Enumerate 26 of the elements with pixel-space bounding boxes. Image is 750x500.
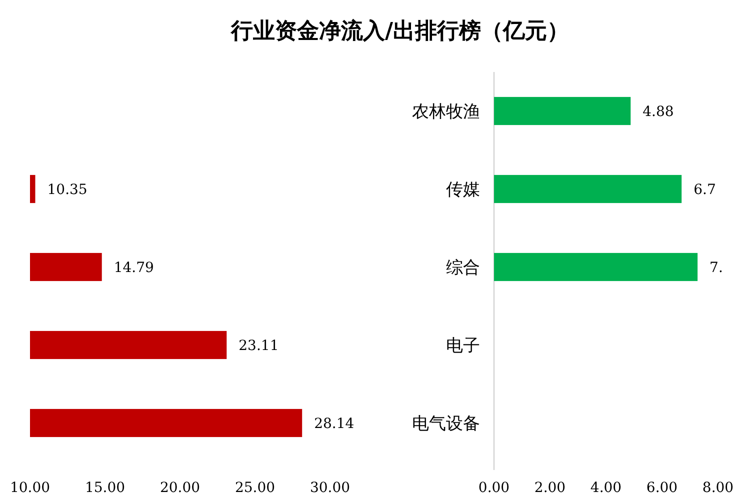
data-label: 23.11 bbox=[238, 338, 279, 354]
x-tick-label: 8.00 bbox=[702, 480, 734, 496]
bar bbox=[494, 252, 698, 282]
y-tick-label: 农林牧渔 bbox=[412, 102, 480, 122]
x-tick-label: 4.00 bbox=[590, 480, 622, 496]
bar bbox=[494, 96, 631, 126]
x-tick-label: 15.00 bbox=[84, 480, 126, 496]
text: 行业资金净流入/出排行榜（亿元） bbox=[230, 18, 570, 44]
x-tick-label: 20.00 bbox=[160, 480, 200, 496]
x-tick-label: 10.00 bbox=[10, 480, 50, 496]
x-tick-label: 6.00 bbox=[646, 480, 678, 496]
data-label: 28.14 bbox=[314, 416, 354, 432]
data-label: 14.79 bbox=[114, 260, 154, 276]
x-tick-label: 2.00 bbox=[534, 480, 566, 496]
x-tick-label: 30.00 bbox=[310, 480, 350, 496]
y-tick-label: 电子 bbox=[446, 336, 480, 356]
y-tick-label: 电气设备 bbox=[412, 414, 480, 434]
data-label: 7. bbox=[710, 260, 723, 276]
x-tick-label: 0.00 bbox=[478, 480, 510, 496]
y-tick-label: 综合 bbox=[446, 258, 480, 278]
data-label: 4.88 bbox=[642, 104, 674, 120]
bar bbox=[494, 174, 682, 204]
data-label: 6.7 bbox=[694, 182, 716, 198]
y-tick-label: 传媒 bbox=[446, 180, 480, 200]
x-tick-label: 25.00 bbox=[234, 480, 276, 496]
data-label: 10.35 bbox=[47, 182, 88, 198]
